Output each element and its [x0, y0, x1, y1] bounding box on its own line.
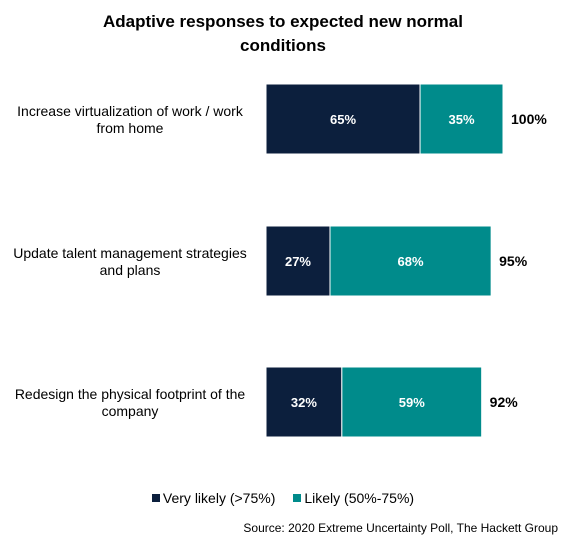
data-label: 32% [291, 395, 317, 410]
bar-segment [329, 225, 492, 297]
source-note: Source: 2020 Extreme Uncertainty Poll, T… [243, 521, 558, 535]
bar-segment [265, 83, 421, 155]
data-label: 65% [330, 112, 356, 127]
legend-label-very-likely: Very likely (>75%) [162, 490, 276, 506]
legend-label-likely: Likely (50%-75%) [304, 490, 415, 506]
legend: Very likely (>75%) Likely (50%-75%) [0, 489, 566, 507]
legend-swatch-very-likely [151, 494, 160, 502]
legend-swatch-likely [293, 494, 302, 502]
data-label: 68% [398, 254, 424, 269]
data-label: 35% [449, 112, 475, 127]
category-label: Update talent management strategies and p… [13, 245, 246, 278]
total-label: 92% [490, 394, 519, 410]
legend-item-very-likely: Very likely (>75%) [151, 489, 276, 507]
data-label: 27% [285, 254, 311, 269]
category-label: Increase virtualization of work / work fr… [17, 103, 244, 136]
total-label: 100% [511, 111, 547, 127]
bar-segment [419, 83, 504, 155]
data-label: 59% [399, 395, 425, 410]
bar-segment [265, 225, 331, 297]
bar-segment [341, 366, 483, 438]
bar-segment [265, 366, 343, 438]
chart-title: Adaptive responses to expected new norma… [103, 12, 463, 55]
category-label: Redesign the physical footprint of the co… [15, 386, 246, 419]
legend-item-likely: Likely (50%-75%) [293, 489, 414, 507]
total-label: 95% [499, 253, 528, 269]
